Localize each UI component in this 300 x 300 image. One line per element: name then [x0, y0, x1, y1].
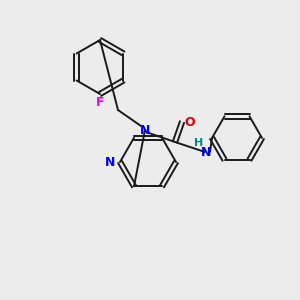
Text: O: O — [185, 116, 195, 128]
Text: F: F — [96, 95, 104, 109]
Text: N: N — [140, 124, 150, 136]
Text: N: N — [201, 146, 211, 158]
Text: N: N — [105, 155, 115, 169]
Text: H: H — [194, 138, 204, 148]
